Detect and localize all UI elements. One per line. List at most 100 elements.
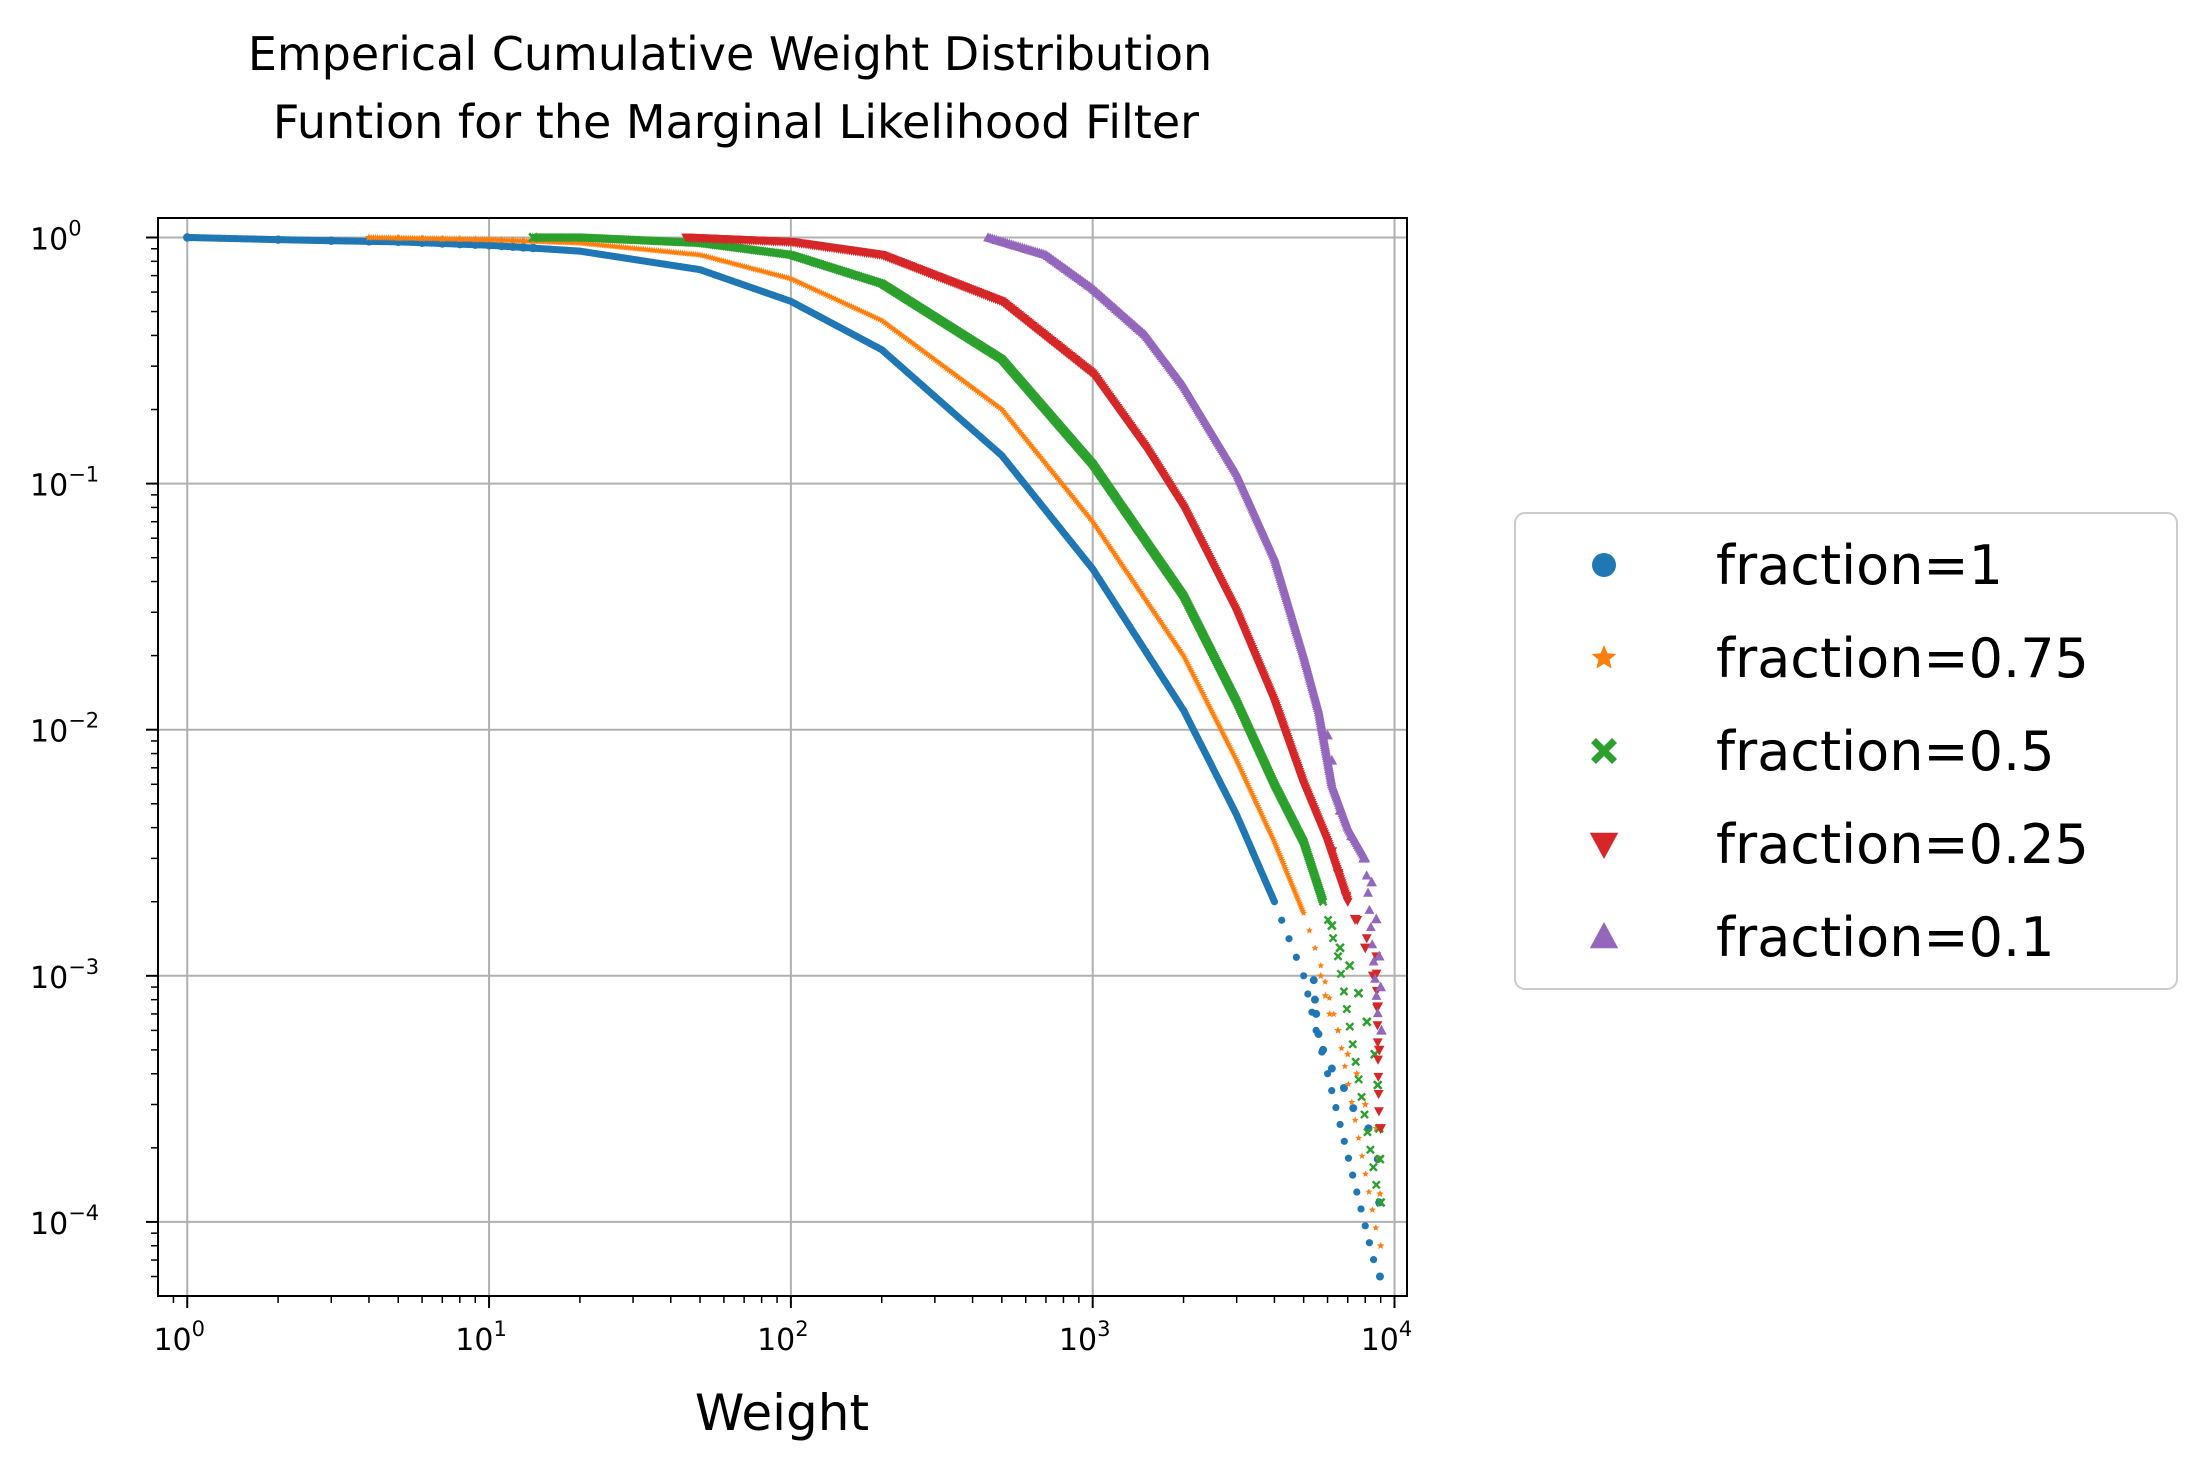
data-point-tail: [1327, 920, 1337, 931]
data-point-tail: [1373, 950, 1385, 961]
chart-title-line-1: Emperical Cumulative Weight Distribution: [248, 27, 1212, 81]
data-point: [1357, 1092, 1366, 1102]
data-point: [1368, 1206, 1376, 1213]
data-point-tail: [1352, 1069, 1361, 1077]
data-point: [1278, 916, 1286, 924]
data-point: [528, 232, 539, 243]
legend-marker-3: [1589, 832, 1619, 859]
data-point: [1368, 1162, 1378, 1172]
data-point: [1304, 990, 1312, 998]
data-point: [1358, 1152, 1366, 1159]
data-point: [1364, 904, 1375, 914]
x-tick-label-0: 100: [153, 1317, 205, 1358]
data-point: [418, 234, 427, 242]
data-point: [1326, 994, 1333, 1001]
data-point: [1342, 1004, 1352, 1014]
legend-marker-4: [1589, 922, 1619, 949]
data-point: [1339, 987, 1349, 996]
legend-marker-0: [1592, 553, 1616, 577]
data-point-tail: [1335, 942, 1345, 953]
data-point: [1292, 953, 1300, 961]
data-point-tail: [1346, 830, 1357, 841]
data-point: [1369, 1256, 1378, 1264]
data-point: [1330, 1010, 1338, 1018]
data-point-tail: [1309, 976, 1318, 985]
data-point: [484, 241, 494, 250]
data-point-tail: [1375, 1272, 1384, 1281]
data-point: [1311, 944, 1319, 951]
data-point: [1373, 1055, 1383, 1065]
data-point: [528, 243, 538, 253]
data-point-tail: [1367, 971, 1379, 982]
data-point-tail: [1317, 971, 1325, 980]
data-point: [1341, 1062, 1349, 1070]
x-axis-ticks: 100 101 102 103 104: [153, 1296, 1412, 1358]
x-tick-label-2: 102: [757, 1317, 809, 1358]
series-1: [364, 233, 1385, 1249]
legend-frame: [1514, 512, 2178, 990]
y-axis-ticks: 100 10−1 10−2 10−3 10−4: [30, 216, 158, 1278]
data-point: [1305, 926, 1313, 934]
data-point-tail: [1319, 1045, 1328, 1054]
x-tick-label-1: 101: [455, 1317, 507, 1358]
data-point: [1340, 1137, 1348, 1145]
data-point: [1361, 870, 1372, 880]
x-axis-label: Weight: [695, 1384, 869, 1442]
data-point-tail: [1359, 943, 1371, 954]
data-point: [1336, 969, 1346, 979]
legend-label-0: fraction=1: [1716, 534, 2003, 597]
chart-title: Emperical Cumulative Weight Distribution…: [248, 27, 1212, 149]
data-point: [273, 235, 283, 244]
data-point-tail: [1353, 988, 1364, 998]
data-point: [497, 235, 506, 244]
data-point-tail: [1375, 1154, 1385, 1164]
data-point-tail: [1321, 991, 1330, 999]
data-point: [364, 237, 374, 246]
data-point: [1338, 1044, 1345, 1052]
data-point: [1366, 1145, 1375, 1155]
data-point-tail: [1362, 1017, 1372, 1027]
data-point: [1351, 1057, 1361, 1067]
data-point: [1328, 1087, 1336, 1095]
data-point-tail: [1325, 1009, 1334, 1018]
data-point: [1344, 1154, 1353, 1162]
data-point: [1371, 1180, 1381, 1190]
data-point-tail: [1310, 995, 1319, 1004]
data-point: [1363, 1127, 1372, 1137]
data-point-tail: [1376, 1241, 1385, 1249]
legend-item-3: fraction=0.25: [1589, 813, 2089, 876]
series-0: [183, 233, 1384, 1281]
data-point: [1285, 935, 1293, 943]
data-point: [438, 234, 447, 243]
data-point: [1365, 1188, 1373, 1195]
data-point: [1300, 909, 1308, 916]
data-point: [327, 236, 336, 245]
data-point: [1317, 962, 1325, 969]
data-point: [1336, 1120, 1344, 1129]
legend-item-2: fraction=0.5: [1591, 720, 2055, 783]
data-point-tail: [1372, 1002, 1384, 1013]
legend-item-0: fraction=1: [1592, 534, 2003, 597]
x-tick-label-3: 103: [1059, 1317, 1111, 1358]
series-4: [983, 232, 1387, 1035]
data-point: [1372, 1008, 1383, 1018]
data-point-tail: [1334, 804, 1346, 815]
data-point: [1367, 939, 1378, 949]
data-point: [508, 236, 517, 244]
data-point: [1328, 933, 1338, 943]
data-point: [1360, 1110, 1369, 1119]
data-point-tail: [1344, 960, 1355, 971]
data-point: [1357, 1205, 1365, 1213]
data-point: [1318, 897, 1328, 907]
legend-marker-2: [1591, 738, 1617, 764]
data-point-tail: [1375, 981, 1387, 992]
data-point: [1368, 956, 1379, 966]
series-layer: [183, 232, 1387, 1281]
data-point: [471, 235, 480, 243]
legend-item-4: fraction=0.1: [1589, 906, 2055, 969]
data-point-tail: [1326, 847, 1338, 858]
data-point: [1371, 990, 1382, 1000]
legend-label-3: fraction=0.25: [1716, 813, 2089, 876]
data-point: [1365, 921, 1376, 932]
data-point: [1323, 1070, 1332, 1078]
